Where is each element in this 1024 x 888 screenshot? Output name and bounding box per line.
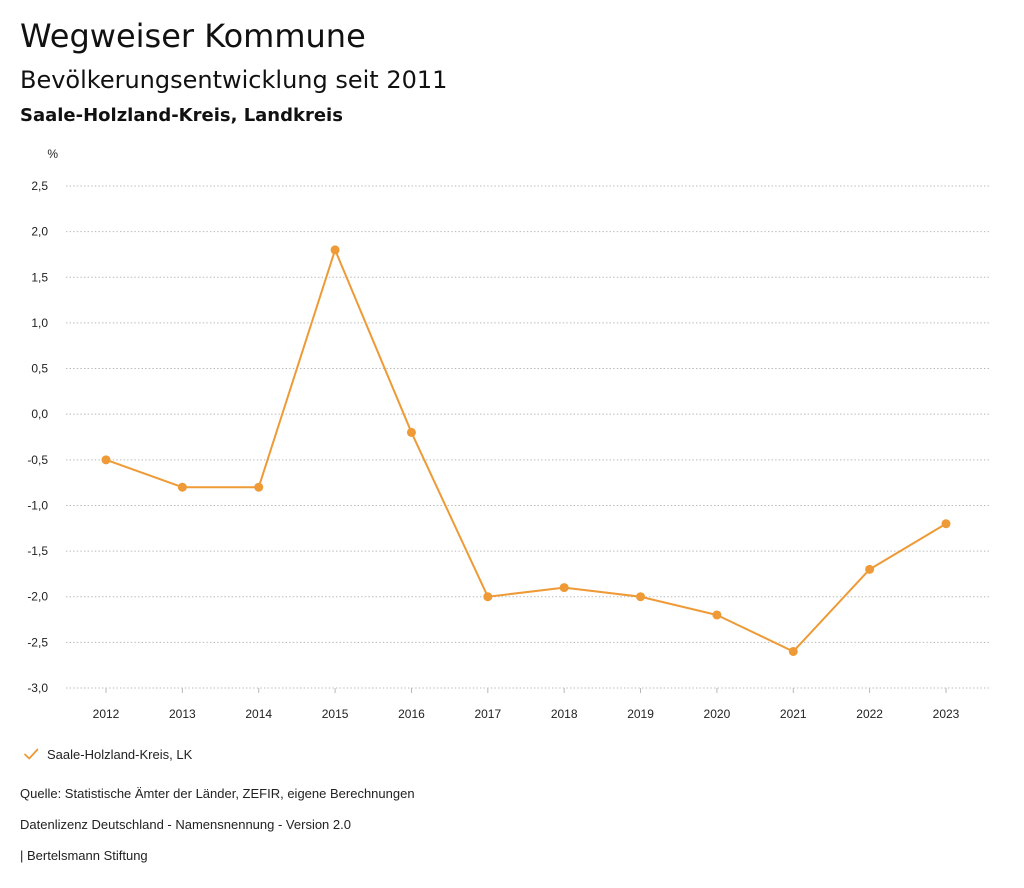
data-point-2016[interactable] [406, 427, 416, 437]
checkmark-icon[interactable] [20, 743, 42, 765]
data-point-2017[interactable] [483, 592, 493, 602]
y-axis-unit-label: % [47, 147, 58, 161]
y-tick-label: -2,0 [27, 590, 48, 604]
x-tick-label: 2017 [474, 707, 501, 721]
y-tick-label: -0,5 [27, 453, 48, 467]
data-point-2023[interactable] [941, 519, 951, 529]
y-tick-label: 0,0 [31, 407, 48, 421]
axis-labels: % 2,5 2,0 1,5 1,0 0,5 0,0 -0,5 -1,0 -1,5 -2,0 -2,5 -… [27, 147, 959, 721]
x-tick-label: 2019 [627, 707, 654, 721]
y-tick-label: 0,5 [31, 362, 48, 376]
x-tick-label: 2022 [856, 707, 883, 721]
population-line-chart: % 2,5 2,0 1,5 1,0 0,5 0,0 -0,5 -1,0 -1,5 -2,0 -2,5 -… [27, 147, 990, 721]
y-tick-label: 1,5 [31, 270, 48, 284]
y-tick-label: 2,5 [31, 179, 48, 193]
series-saale-holzland-kreis [101, 245, 951, 656]
data-point-2021[interactable] [788, 646, 798, 656]
data-point-2015[interactable] [330, 245, 340, 255]
x-tick-label: 2012 [93, 707, 120, 721]
y-tick-label: -2,5 [27, 635, 48, 649]
data-point-2013[interactable] [177, 482, 187, 492]
data-point-2018[interactable] [559, 583, 569, 593]
y-tick-label: -3,0 [27, 681, 48, 695]
grid-lines [66, 185, 990, 689]
page-title: Wegweiser Kommune [20, 17, 366, 55]
x-tick-label: 2023 [933, 707, 960, 721]
x-tick-label: 2015 [322, 707, 349, 721]
data-point-2020[interactable] [712, 610, 722, 620]
x-tick-label: 2014 [245, 707, 272, 721]
series-line [105, 248, 947, 653]
data-point-2014[interactable] [254, 482, 264, 492]
region-name: Saale-Holzland-Kreis, Landkreis [20, 105, 343, 126]
x-tick-label: 2016 [398, 707, 425, 721]
data-point-2019[interactable] [636, 592, 646, 602]
chart-legend[interactable]: Saale-Holzland-Kreis, LK [20, 743, 192, 765]
publisher-note: | Bertelsmann Stiftung [20, 848, 148, 863]
y-tick-label: 1,0 [31, 316, 48, 330]
x-tick-label: 2018 [551, 707, 578, 721]
x-tick-label: 2021 [780, 707, 807, 721]
y-tick-label: -1,0 [27, 498, 48, 512]
chart-subtitle: Bevölkerungsentwicklung seit 2011 [20, 66, 448, 94]
source-note: Quelle: Statistische Ämter der Länder, Z… [20, 786, 415, 801]
license-note: Datenlizenz Deutschland - Namensnennung … [20, 817, 351, 832]
data-point-2012[interactable] [101, 455, 111, 465]
y-tick-label: 2,0 [31, 225, 48, 239]
y-tick-label: -1,5 [27, 544, 48, 558]
legend-label: Saale-Holzland-Kreis, LK [47, 746, 193, 762]
x-tick-label: 2020 [704, 707, 731, 721]
data-point-2022[interactable] [865, 564, 875, 574]
x-tick-label: 2013 [169, 707, 196, 721]
